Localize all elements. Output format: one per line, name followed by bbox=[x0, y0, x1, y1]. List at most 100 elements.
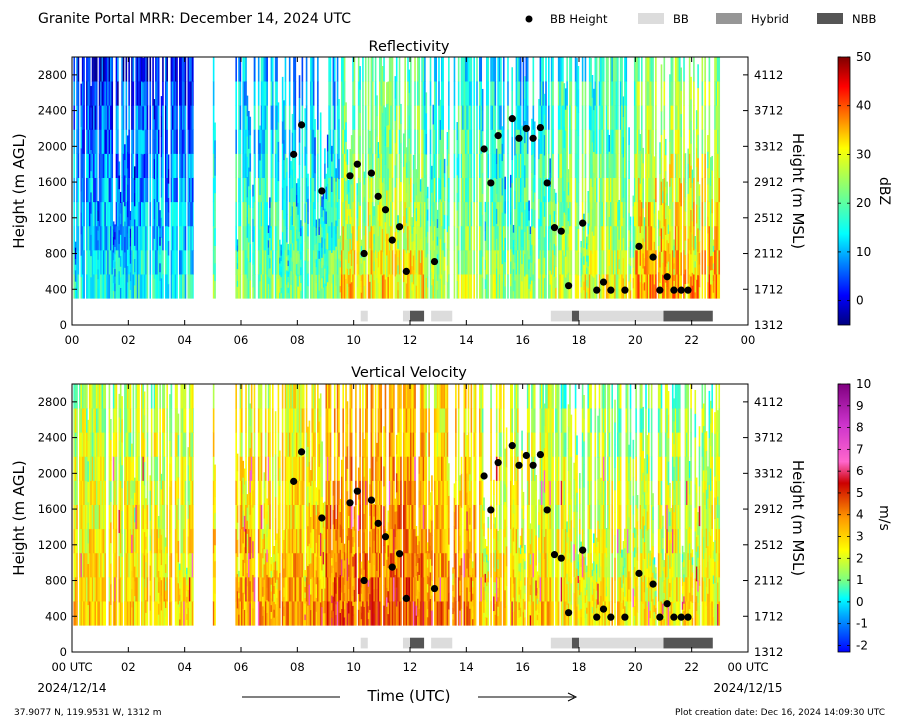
heatmap-cell bbox=[664, 250, 667, 267]
heatmap-cell bbox=[259, 246, 261, 265]
heatmap-cell bbox=[473, 274, 475, 299]
heatmap-cell bbox=[271, 504, 274, 530]
heatmap-cell bbox=[415, 220, 418, 235]
heatmap-cell bbox=[569, 249, 571, 275]
heatmap-cell bbox=[367, 57, 370, 82]
heatmap-cell bbox=[693, 105, 695, 130]
heatmap-cell bbox=[612, 177, 615, 203]
heatmap-cell bbox=[659, 251, 661, 268]
heatmap-cell bbox=[214, 593, 216, 610]
heatmap-cell bbox=[364, 225, 367, 251]
heatmap-cell bbox=[622, 177, 625, 198]
heatmap-cell bbox=[102, 408, 105, 433]
heatmap-cell bbox=[149, 201, 152, 227]
heatmap-cell bbox=[581, 225, 584, 251]
heatmap-cell bbox=[352, 225, 354, 251]
heatmap-cell bbox=[188, 201, 191, 227]
heatmap-cell bbox=[617, 274, 619, 299]
heatmap-cell bbox=[391, 274, 394, 299]
heatmap-cell bbox=[431, 218, 433, 233]
heatmap-cell bbox=[632, 236, 635, 248]
heatmap-cell bbox=[588, 57, 591, 82]
heatmap-cell bbox=[640, 177, 643, 203]
heatmap-cell bbox=[635, 153, 637, 178]
heatmap-cell bbox=[142, 226, 145, 251]
heatmap-cell bbox=[498, 105, 501, 130]
heatmap-cell bbox=[436, 245, 439, 255]
heatmap-cell bbox=[640, 249, 643, 275]
heatmap-cell bbox=[511, 67, 514, 91]
heatmap-cell bbox=[607, 225, 609, 251]
heatmap-cell bbox=[104, 552, 106, 578]
heatmap-cell bbox=[83, 552, 85, 578]
heatmap-cell bbox=[356, 183, 359, 196]
heatmap-cell bbox=[266, 536, 268, 550]
heatmap-cell bbox=[176, 552, 178, 578]
heatmap-cell bbox=[493, 274, 495, 299]
heatmap-cell bbox=[502, 249, 505, 275]
heatmap-cell bbox=[608, 232, 611, 250]
heatmap-cell bbox=[684, 254, 687, 270]
heatmap-cell bbox=[253, 408, 256, 433]
heatmap-cell bbox=[146, 576, 149, 602]
heatmap-cell bbox=[239, 274, 242, 299]
heatmap-cell bbox=[538, 138, 540, 160]
heatmap-cell bbox=[107, 225, 109, 251]
heatmap-cell bbox=[386, 82, 388, 105]
heatmap-cell bbox=[146, 129, 149, 154]
heatmap-cell bbox=[374, 225, 377, 251]
heatmap-cell bbox=[650, 201, 653, 227]
heatmap-cell bbox=[550, 57, 553, 82]
heatmap-cell bbox=[515, 177, 518, 203]
heatmap-cell bbox=[288, 105, 291, 130]
heatmap-cell bbox=[683, 249, 685, 275]
heatmap-cell bbox=[486, 177, 488, 203]
heatmap-cell bbox=[146, 105, 149, 130]
heatmap-cell bbox=[183, 504, 185, 530]
heatmap-cell bbox=[663, 177, 666, 203]
heatmap-cell bbox=[387, 81, 390, 104]
heatmap-cell bbox=[560, 129, 563, 154]
heatmap-cell bbox=[467, 249, 470, 275]
heatmap-cell bbox=[383, 81, 385, 106]
heatmap-cell bbox=[76, 225, 78, 251]
heatmap-cell bbox=[384, 164, 387, 185]
heatmap-cell bbox=[671, 201, 674, 227]
heatmap-cell bbox=[564, 130, 567, 152]
heatmap-cell bbox=[300, 227, 302, 237]
heatmap-cell bbox=[248, 601, 250, 626]
heatmap-cell bbox=[239, 456, 242, 481]
heatmap-cell bbox=[600, 57, 602, 82]
heatmap-cell bbox=[380, 57, 383, 82]
heatmap-cell bbox=[583, 272, 585, 282]
heatmap-cell bbox=[104, 201, 106, 227]
heatmap-cell bbox=[371, 129, 374, 154]
heatmap-cell bbox=[618, 219, 621, 230]
heatmap-cell bbox=[266, 612, 268, 626]
heatmap-cell bbox=[418, 201, 421, 227]
heatmap-cell bbox=[525, 129, 528, 154]
heatmap-cell bbox=[648, 57, 650, 82]
heatmap-cell bbox=[425, 277, 428, 299]
heatmap-cell bbox=[122, 249, 125, 275]
heatmap-cell bbox=[484, 288, 487, 299]
heatmap-cell bbox=[118, 393, 121, 418]
heatmap-cell bbox=[694, 285, 697, 293]
heatmap-cell bbox=[521, 194, 523, 213]
heatmap-cell bbox=[390, 153, 392, 178]
heatmap-cell bbox=[712, 245, 715, 252]
heatmap-cell bbox=[563, 147, 566, 170]
heatmap-cell bbox=[531, 190, 533, 209]
heatmap-cell bbox=[243, 484, 246, 501]
heatmap-cell bbox=[670, 249, 673, 275]
heatmap-cell bbox=[76, 105, 78, 130]
heatmap-cell bbox=[305, 57, 308, 82]
heatmap-cell bbox=[125, 384, 128, 409]
heatmap-cell bbox=[91, 456, 94, 481]
heatmap-cell bbox=[107, 57, 109, 82]
heatmap-cell bbox=[171, 177, 174, 203]
bb-height-point bbox=[677, 286, 685, 294]
heatmap-cell bbox=[712, 263, 715, 270]
heatmap-cell bbox=[397, 256, 399, 266]
heatmap-cell bbox=[324, 163, 326, 179]
